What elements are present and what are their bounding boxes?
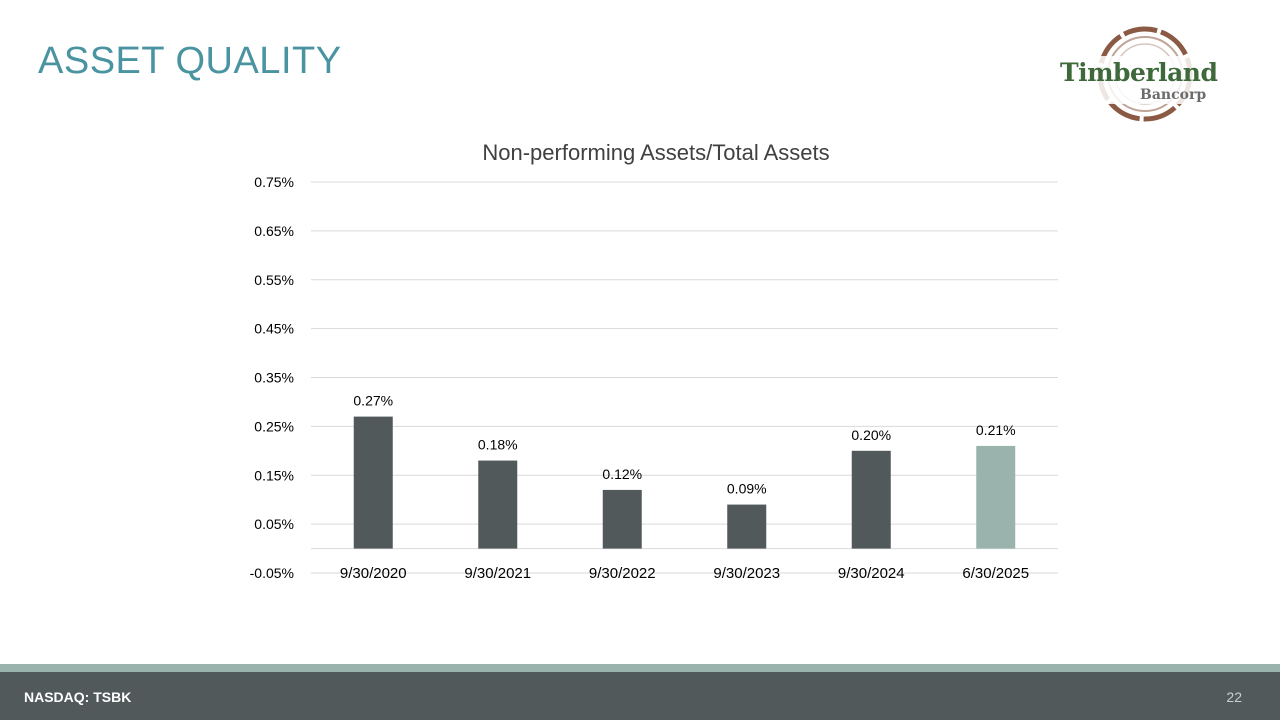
page-title: ASSET QUALITY <box>38 40 342 82</box>
company-logo: Timberland Bancorp <box>1052 22 1232 126</box>
logo-name: Timberland <box>1060 58 1218 87</box>
bar <box>478 460 518 549</box>
chart-title: Non-performing Assets/Total Assets <box>482 140 829 165</box>
y-tick-label: 0.05% <box>254 516 294 532</box>
data-label: 0.20% <box>851 427 891 443</box>
x-category-label: 9/30/2021 <box>464 565 531 582</box>
footer-stripe <box>0 664 1280 672</box>
x-category-label: 9/30/2023 <box>713 565 780 582</box>
y-tick-label: 0.75% <box>254 174 294 190</box>
data-label: 0.21% <box>976 422 1016 438</box>
x-category-label: 9/30/2024 <box>838 565 905 582</box>
data-label: 0.18% <box>478 437 518 453</box>
data-label: 0.09% <box>727 481 767 497</box>
page-number: 22 <box>1226 689 1242 705</box>
bar-chart: Non-performing Assets/Total Assets -0.05… <box>250 140 1058 582</box>
tree-ring-logo-icon <box>1058 26 1226 122</box>
bar <box>727 504 767 549</box>
bar <box>976 445 1016 549</box>
data-label: 0.27% <box>353 393 393 409</box>
y-tick-label: 0.65% <box>254 223 294 239</box>
y-tick-label: 0.35% <box>254 370 294 386</box>
bar <box>602 489 642 549</box>
data-label: 0.12% <box>602 466 642 482</box>
bar <box>851 450 891 549</box>
x-category-label: 9/30/2020 <box>340 565 407 582</box>
footer-bar: NASDAQ: TSBK 22 <box>0 672 1280 720</box>
y-tick-label: 0.25% <box>254 418 294 434</box>
y-tick-label: -0.05% <box>250 565 294 581</box>
y-tick-label: 0.55% <box>254 272 294 288</box>
footer-ticker: NASDAQ: TSBK <box>24 689 132 705</box>
x-category-label: 9/30/2022 <box>589 565 656 582</box>
x-category-label: 6/30/2025 <box>962 565 1029 582</box>
logo-sub: Bancorp <box>1140 87 1207 103</box>
bar <box>353 416 393 549</box>
y-tick-label: 0.15% <box>254 467 294 483</box>
y-tick-label: 0.45% <box>254 321 294 337</box>
